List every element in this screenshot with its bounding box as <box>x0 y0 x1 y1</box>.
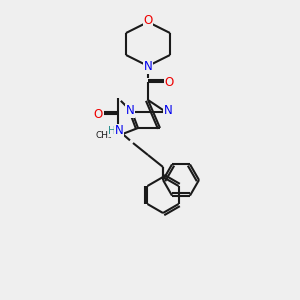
Text: O: O <box>164 76 174 88</box>
Text: N: N <box>115 124 123 137</box>
Text: CH₃: CH₃ <box>95 131 112 140</box>
Text: N: N <box>144 61 152 74</box>
Text: N: N <box>164 104 172 118</box>
Text: O: O <box>93 107 103 121</box>
Text: O: O <box>143 14 153 26</box>
Text: N: N <box>126 104 134 118</box>
Text: H: H <box>108 126 116 136</box>
